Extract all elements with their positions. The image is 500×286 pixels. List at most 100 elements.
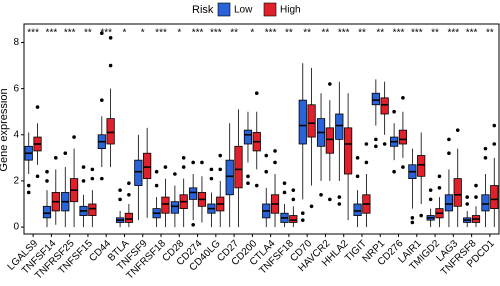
- significance-label: **: [358, 28, 366, 39]
- outlier: [483, 156, 488, 160]
- box: [307, 104, 316, 138]
- outlier: [410, 220, 415, 225]
- outlier: [154, 183, 159, 188]
- outlier: [90, 167, 95, 172]
- box: [225, 159, 234, 196]
- significance-label: ***: [155, 28, 167, 39]
- outlier: [181, 165, 186, 169]
- significance-label: ***: [210, 28, 222, 39]
- box: [189, 187, 198, 200]
- plot-border: [23, 23, 500, 235]
- outlier: [392, 169, 396, 174]
- outlier: [218, 153, 223, 158]
- box: [124, 212, 133, 223]
- significance-label: ***: [46, 28, 58, 39]
- outlier: [328, 197, 332, 202]
- significance-label: *: [250, 28, 254, 39]
- box: [398, 129, 408, 145]
- outlier: [54, 156, 58, 160]
- outlier: [474, 183, 478, 188]
- significance-label: **: [376, 28, 384, 39]
- outlier: [337, 202, 342, 206]
- outlier: [355, 156, 360, 160]
- y-tick-label: 4: [13, 129, 19, 140]
- box: [481, 194, 490, 212]
- outlier: [437, 174, 442, 179]
- outlier: [428, 188, 433, 192]
- outlier: [309, 204, 314, 209]
- outlier: [447, 137, 451, 142]
- legend-title: Risk: [192, 4, 214, 16]
- outlier: [173, 172, 177, 176]
- y-tick-label: 0: [13, 222, 19, 233]
- outlier: [254, 91, 259, 96]
- outlier: [163, 165, 168, 169]
- box: [289, 215, 298, 223]
- outlier: [319, 192, 323, 197]
- outlier: [154, 169, 159, 174]
- outlier: [465, 202, 469, 206]
- outlier: [273, 160, 277, 165]
- outlier: [282, 181, 287, 186]
- legend-key: [217, 2, 231, 17]
- box: [234, 145, 243, 189]
- outlier: [374, 144, 378, 149]
- box: [42, 205, 52, 219]
- box: [335, 113, 344, 140]
- box: [298, 99, 307, 145]
- outlier: [35, 105, 40, 109]
- outlier: [191, 160, 195, 165]
- outlier: [264, 153, 269, 158]
- significance-label: ***: [466, 28, 478, 39]
- significance-label: ***: [338, 28, 350, 39]
- outlier: [100, 31, 104, 36]
- outlier: [118, 188, 122, 192]
- significance-label: ***: [411, 28, 423, 39]
- outlier: [273, 149, 277, 153]
- outlier: [100, 98, 104, 102]
- significance-label: ***: [447, 28, 459, 39]
- outlier: [209, 167, 214, 172]
- outlier: [483, 146, 488, 151]
- box: [344, 127, 353, 175]
- outlier: [264, 169, 269, 174]
- outlier: [100, 176, 104, 181]
- outlier: [300, 211, 305, 216]
- significance-label: **: [431, 28, 439, 39]
- outlier: [45, 169, 49, 174]
- box: [490, 185, 499, 210]
- significance-label: *: [177, 28, 181, 39]
- significance-label: **: [84, 28, 92, 39]
- outlier: [382, 142, 387, 146]
- y-tick-label: 8: [13, 37, 19, 48]
- outlier: [282, 190, 287, 195]
- box: [380, 97, 389, 115]
- outlier: [291, 188, 296, 192]
- outlier: [401, 96, 405, 100]
- box: [88, 203, 97, 216]
- outlier: [355, 174, 360, 179]
- outlier: [26, 183, 31, 188]
- legend-label: High: [280, 5, 301, 16]
- significance-label: **: [285, 28, 293, 39]
- box: [325, 127, 334, 154]
- significance-label: **: [322, 28, 330, 39]
- outlier: [127, 181, 131, 186]
- outlier: [364, 142, 369, 146]
- outlier: [419, 213, 423, 218]
- box: [106, 118, 115, 145]
- outlier: [474, 195, 478, 199]
- outlier: [410, 216, 415, 220]
- box: [453, 178, 462, 207]
- y-axis-label: Gene expression: [0, 88, 10, 171]
- outlier: [72, 135, 76, 139]
- significance-label: *: [123, 28, 127, 39]
- outlier: [428, 197, 433, 202]
- outlier: [63, 151, 68, 156]
- outlier: [337, 195, 342, 199]
- box: [134, 159, 143, 186]
- outlier: [45, 179, 49, 183]
- box: [161, 196, 170, 214]
- y-tick-label: 2: [13, 176, 19, 187]
- outlier: [447, 151, 451, 156]
